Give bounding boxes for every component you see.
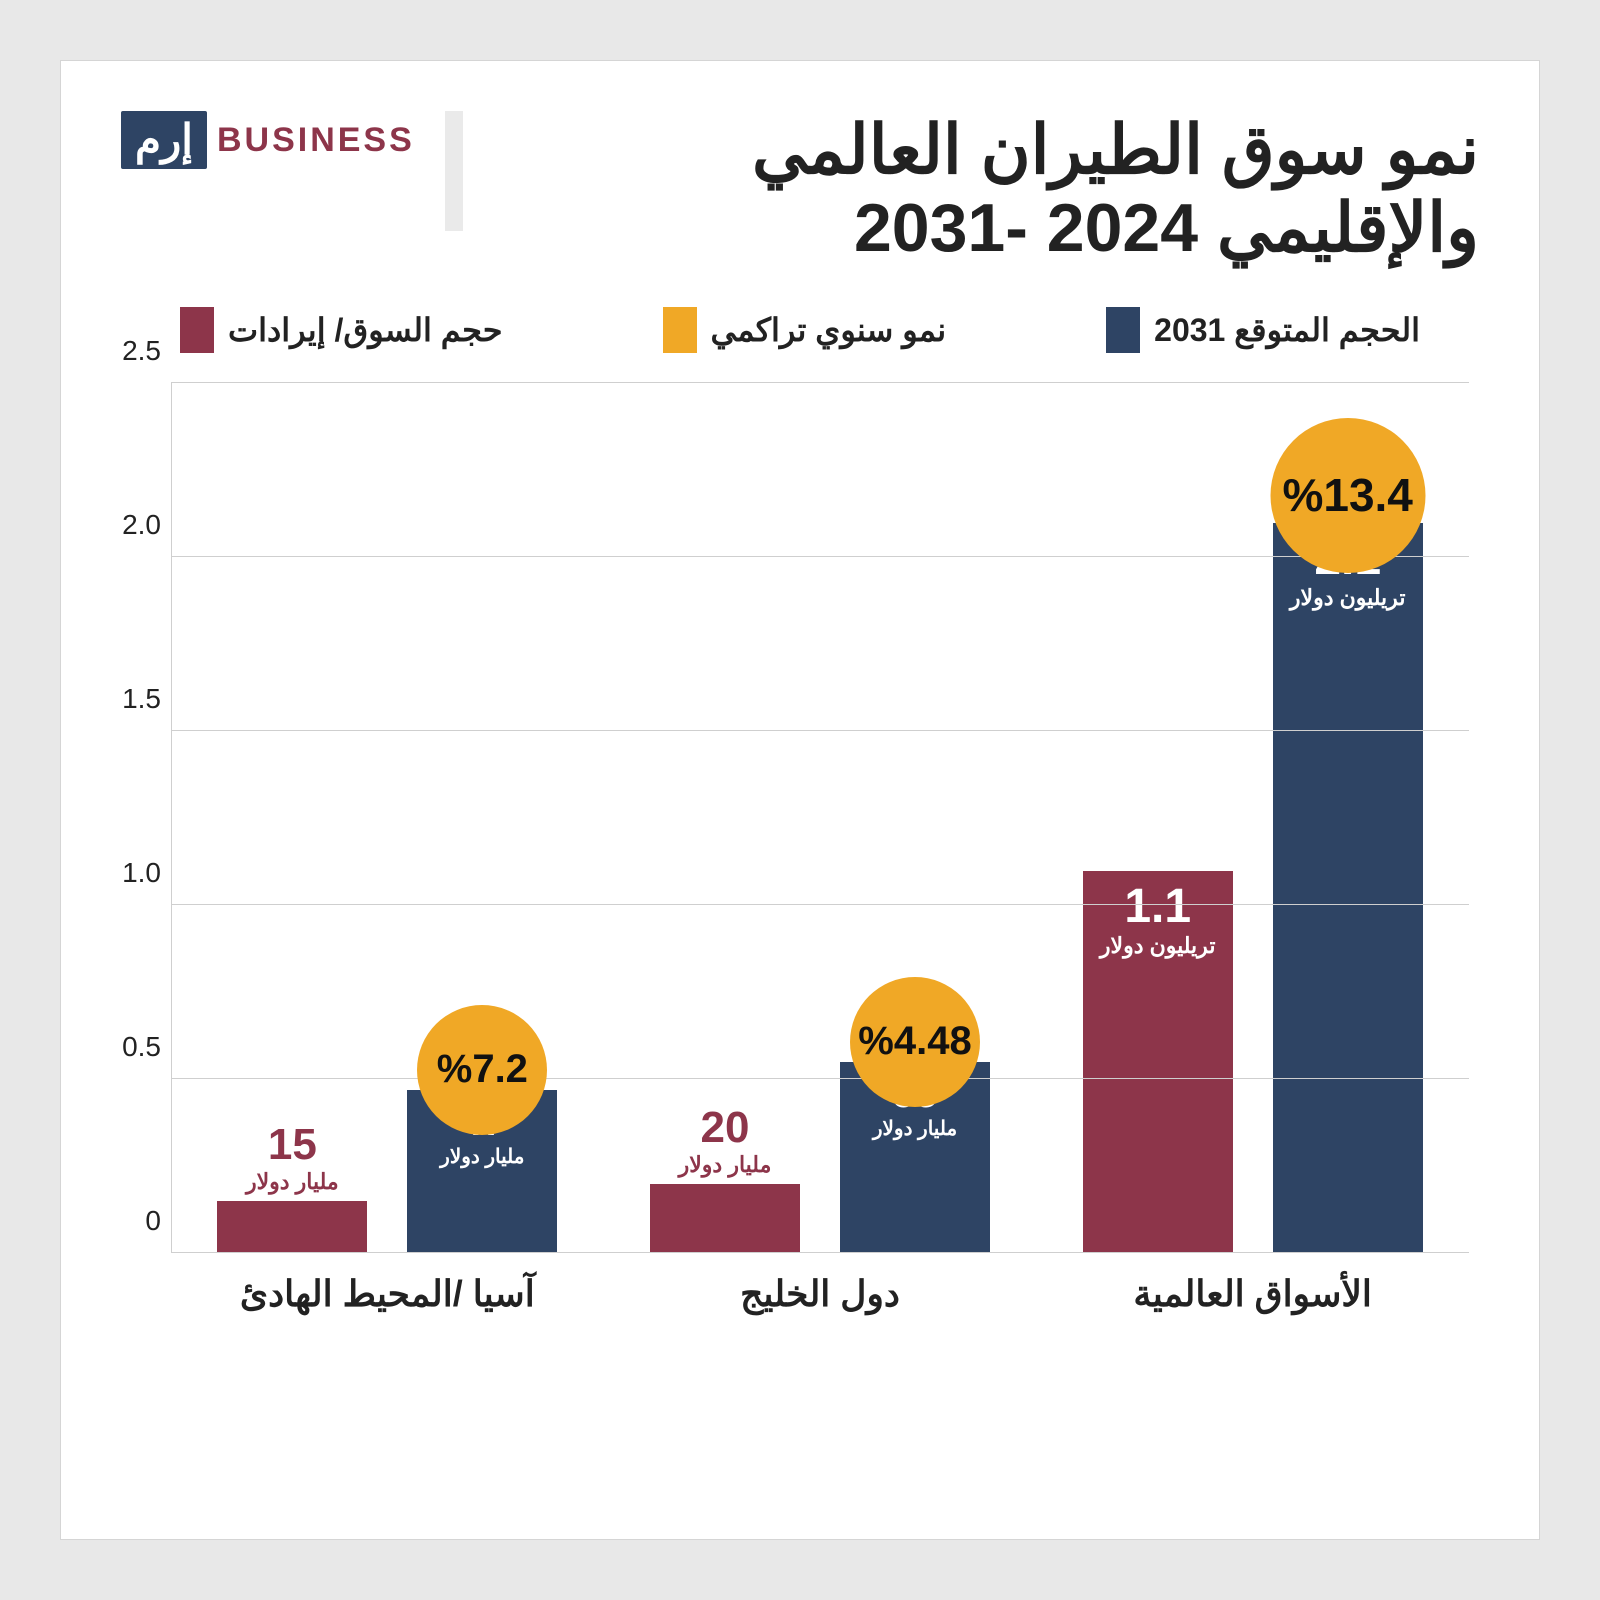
bar-current: 1.1تريليون دولار <box>1083 871 1233 1254</box>
logo-box: إرم <box>121 111 207 169</box>
bar-value-unit: تريليون دولار <box>1290 585 1406 611</box>
legend-label: الحجم المتوقع 2031 <box>1154 311 1420 349</box>
header: إرم BUSINESS نمو سوق الطيران العالمي وال… <box>121 111 1479 267</box>
x-axis-label: الأسواق العالمية <box>1036 1253 1469 1333</box>
bar-group: %7.247مليار دولار15مليار دولار <box>171 383 604 1253</box>
x-axis-labels-row: الأسواق العالميةدول الخليجآسيا /المحيط ا… <box>171 1253 1469 1333</box>
legend-swatch <box>663 307 697 353</box>
bar-value-unit: مليار دولار <box>650 1152 800 1178</box>
y-tick-label: 2.0 <box>101 509 161 541</box>
chart-area: %13.42.1تريليون دولار1.1تريليون دولار%4.… <box>171 383 1469 1333</box>
legend-swatch <box>1106 307 1140 353</box>
page-title: نمو سوق الطيران العالمي والإقليمي 2024 -… <box>493 111 1479 267</box>
bar-value-unit: تريليون دولار <box>1100 933 1216 959</box>
bar-value-number: 15 <box>217 1123 367 1167</box>
x-axis-label: آسيا /المحيط الهادئ <box>171 1253 604 1333</box>
bar-value-outside: 15مليار دولار <box>217 1111 367 1201</box>
legend-swatch <box>180 307 214 353</box>
gridline <box>171 904 1469 905</box>
bar-value-outside: 20مليار دولار <box>650 1094 800 1184</box>
bar-groups: %13.42.1تريليون دولار1.1تريليون دولار%4.… <box>171 383 1469 1253</box>
gridline <box>171 556 1469 557</box>
y-tick-label: 1.5 <box>101 683 161 715</box>
growth-circle: %4.48 <box>850 977 980 1107</box>
chart-grid: %13.42.1تريليون دولار1.1تريليون دولار%4.… <box>171 383 1469 1253</box>
bar-value-number: 1.1 <box>1124 883 1191 931</box>
bar-group: %4.4855مليار دولار20مليار دولار <box>604 383 1037 1253</box>
infographic-card: إرم BUSINESS نمو سوق الطيران العالمي وال… <box>60 60 1540 1540</box>
logo-block: إرم BUSINESS <box>121 111 415 169</box>
y-tick-label: 0 <box>101 1205 161 1237</box>
gridline <box>171 1078 1469 1079</box>
gridline <box>171 730 1469 731</box>
legend-label: نمو سنوي تراكمي <box>711 311 947 349</box>
growth-circle: %13.4 <box>1270 418 1425 573</box>
header-divider <box>445 111 463 231</box>
y-tick-label: 1.0 <box>101 857 161 889</box>
legend-item: حجم السوق/ إيرادات <box>180 307 503 353</box>
y-tick-label: 0.5 <box>101 1031 161 1063</box>
legend-item: نمو سنوي تراكمي <box>663 307 947 353</box>
legend-label: حجم السوق/ إيرادات <box>228 311 503 349</box>
legend: الحجم المتوقع 2031 نمو سنوي تراكمي حجم الس… <box>121 307 1479 353</box>
bar-group: %13.42.1تريليون دولار1.1تريليون دولار <box>1036 383 1469 1253</box>
bar-value-unit: مليار دولار <box>217 1169 367 1195</box>
bar-value-unit: مليار دولار <box>873 1116 957 1141</box>
bar-projected: %7.247مليار دولار <box>407 1090 557 1254</box>
legend-item: الحجم المتوقع 2031 <box>1106 307 1420 353</box>
bar-value-unit: مليار دولار <box>440 1144 524 1169</box>
y-tick-label: 2.5 <box>101 335 161 367</box>
bar-current: 15مليار دولار <box>217 1201 367 1253</box>
bar-projected: %13.42.1تريليون دولار <box>1273 523 1423 1254</box>
gridline <box>171 382 1469 383</box>
bar-projected: %4.4855مليار دولار <box>840 1062 990 1253</box>
x-axis-label: دول الخليج <box>604 1253 1037 1333</box>
bar-value-number: 20 <box>650 1106 800 1150</box>
growth-circle: %7.2 <box>417 1005 547 1135</box>
logo-brand-text: BUSINESS <box>217 121 415 160</box>
bar-current: 20مليار دولار <box>650 1184 800 1254</box>
